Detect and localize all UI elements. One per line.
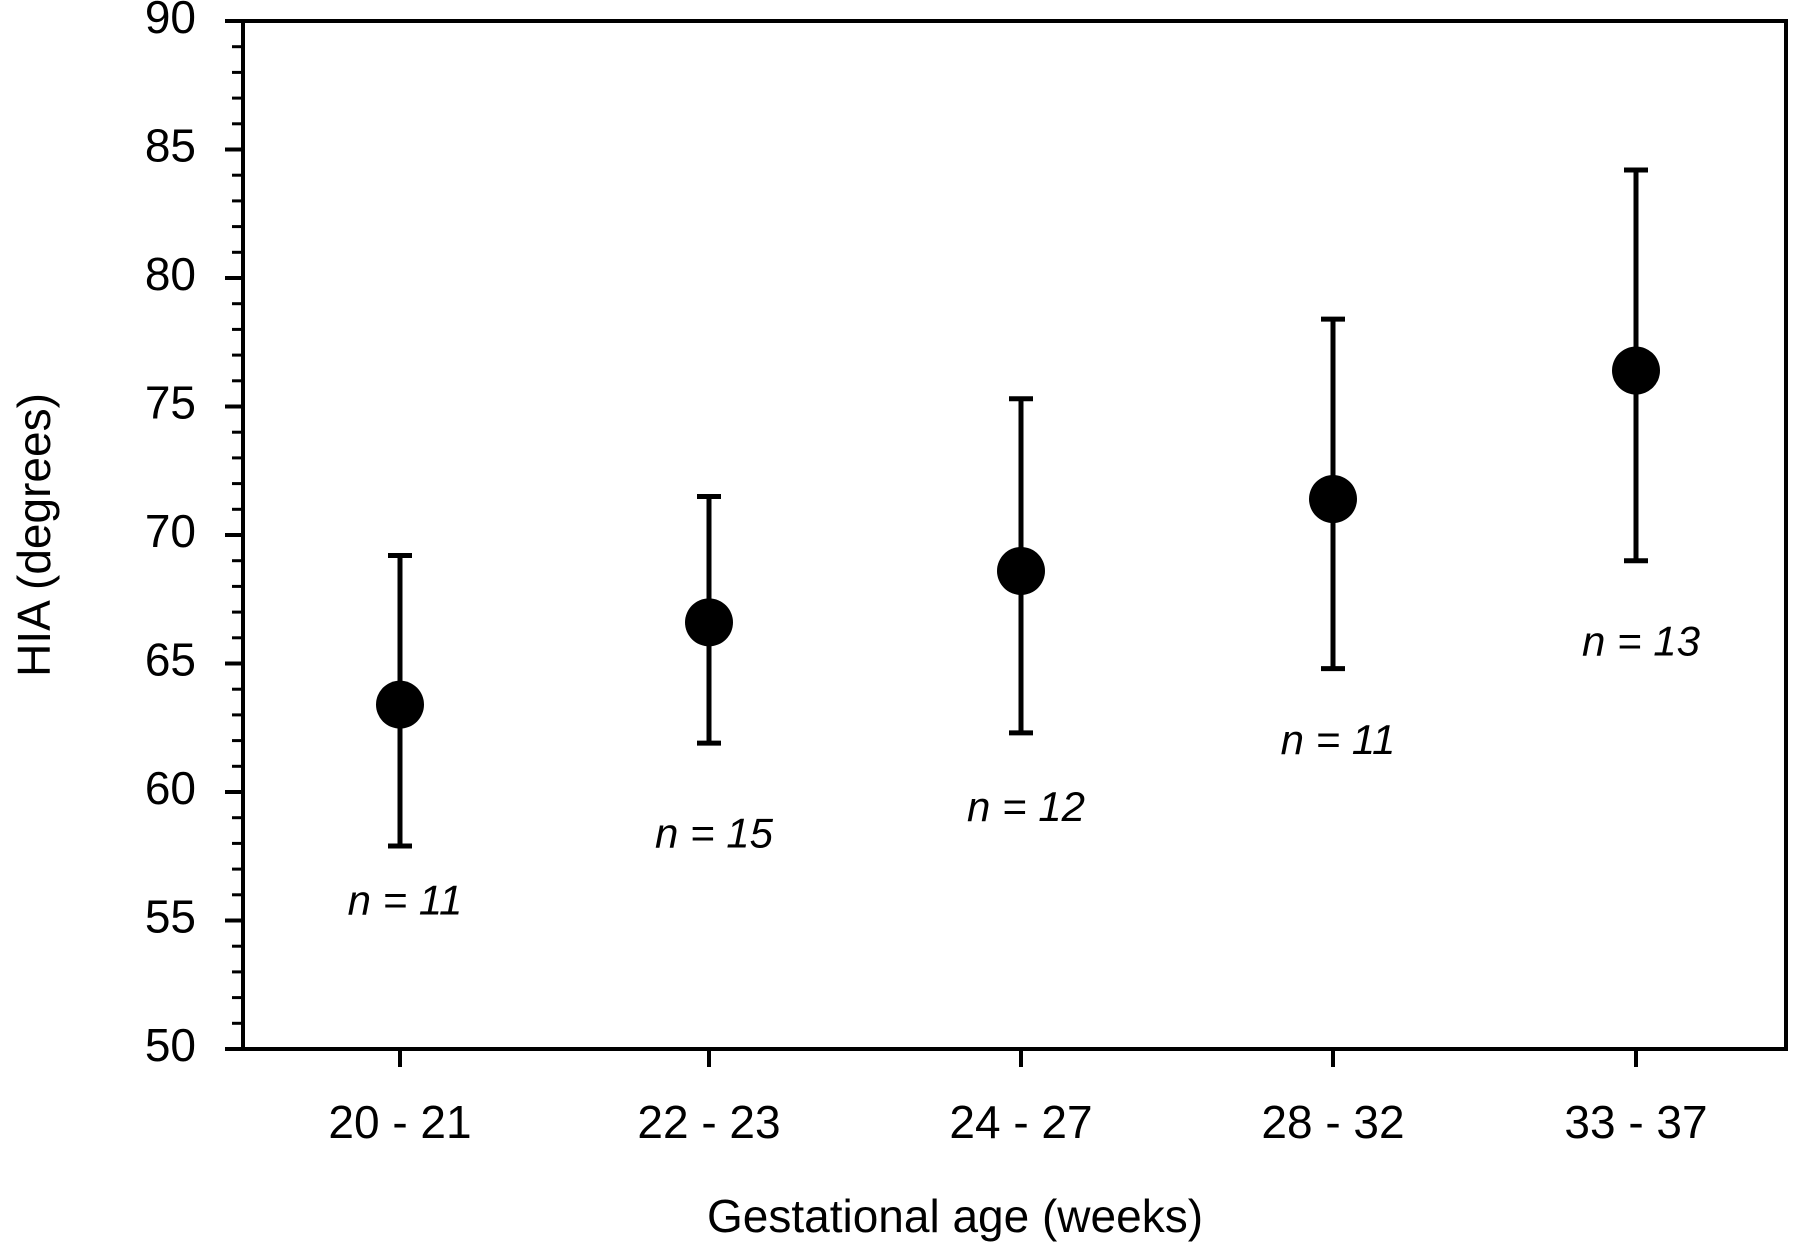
y-tick-label: 80: [145, 248, 196, 300]
y-tick-label: 65: [145, 634, 196, 686]
data-point: [1309, 475, 1357, 524]
data-point: [1612, 346, 1660, 395]
y-tick-label: 90: [145, 0, 196, 43]
sample-size-label: n = 11: [1281, 716, 1396, 763]
data-points: [376, 346, 1660, 729]
sample-size-label: n = 15: [655, 809, 774, 856]
x-tick-label: 20 - 21: [328, 1096, 471, 1148]
x-tick-label: 28 - 32: [1261, 1096, 1404, 1148]
error-bars: [388, 167, 1648, 849]
x-tick-label: 33 - 37: [1564, 1096, 1707, 1148]
x-tick-label: 22 - 23: [637, 1096, 780, 1148]
data-point: [685, 598, 733, 647]
x-axis-label: Gestational age (weeks): [707, 1190, 1203, 1242]
sample-size-labels: n = 11 n = 15 n = 12 n = 11 n = 13: [348, 618, 1700, 924]
y-axis: 50 55 60 65 70 75 80 85 90: [145, 0, 243, 1071]
y-tick-label: 85: [145, 120, 196, 172]
y-tick-label: 60: [145, 762, 196, 814]
x-axis: 20 - 21 22 - 23 24 - 27 28 - 32 33 - 37: [328, 1049, 1708, 1148]
x-tick-label: 24 - 27: [949, 1096, 1092, 1148]
sample-size-label: n = 12: [967, 783, 1085, 830]
data-point: [997, 546, 1045, 595]
y-axis-label: HIA (degrees): [8, 393, 60, 677]
y-tick-label: 70: [145, 505, 196, 557]
y-tick-label: 75: [145, 377, 196, 429]
data-point: [376, 680, 424, 729]
plot-frame: [241, 19, 1788, 1051]
y-tick-label: 55: [145, 891, 196, 943]
sample-size-label: n = 13: [1582, 618, 1700, 665]
sample-size-label: n = 11: [348, 877, 463, 924]
y-tick-label: 50: [145, 1019, 196, 1071]
